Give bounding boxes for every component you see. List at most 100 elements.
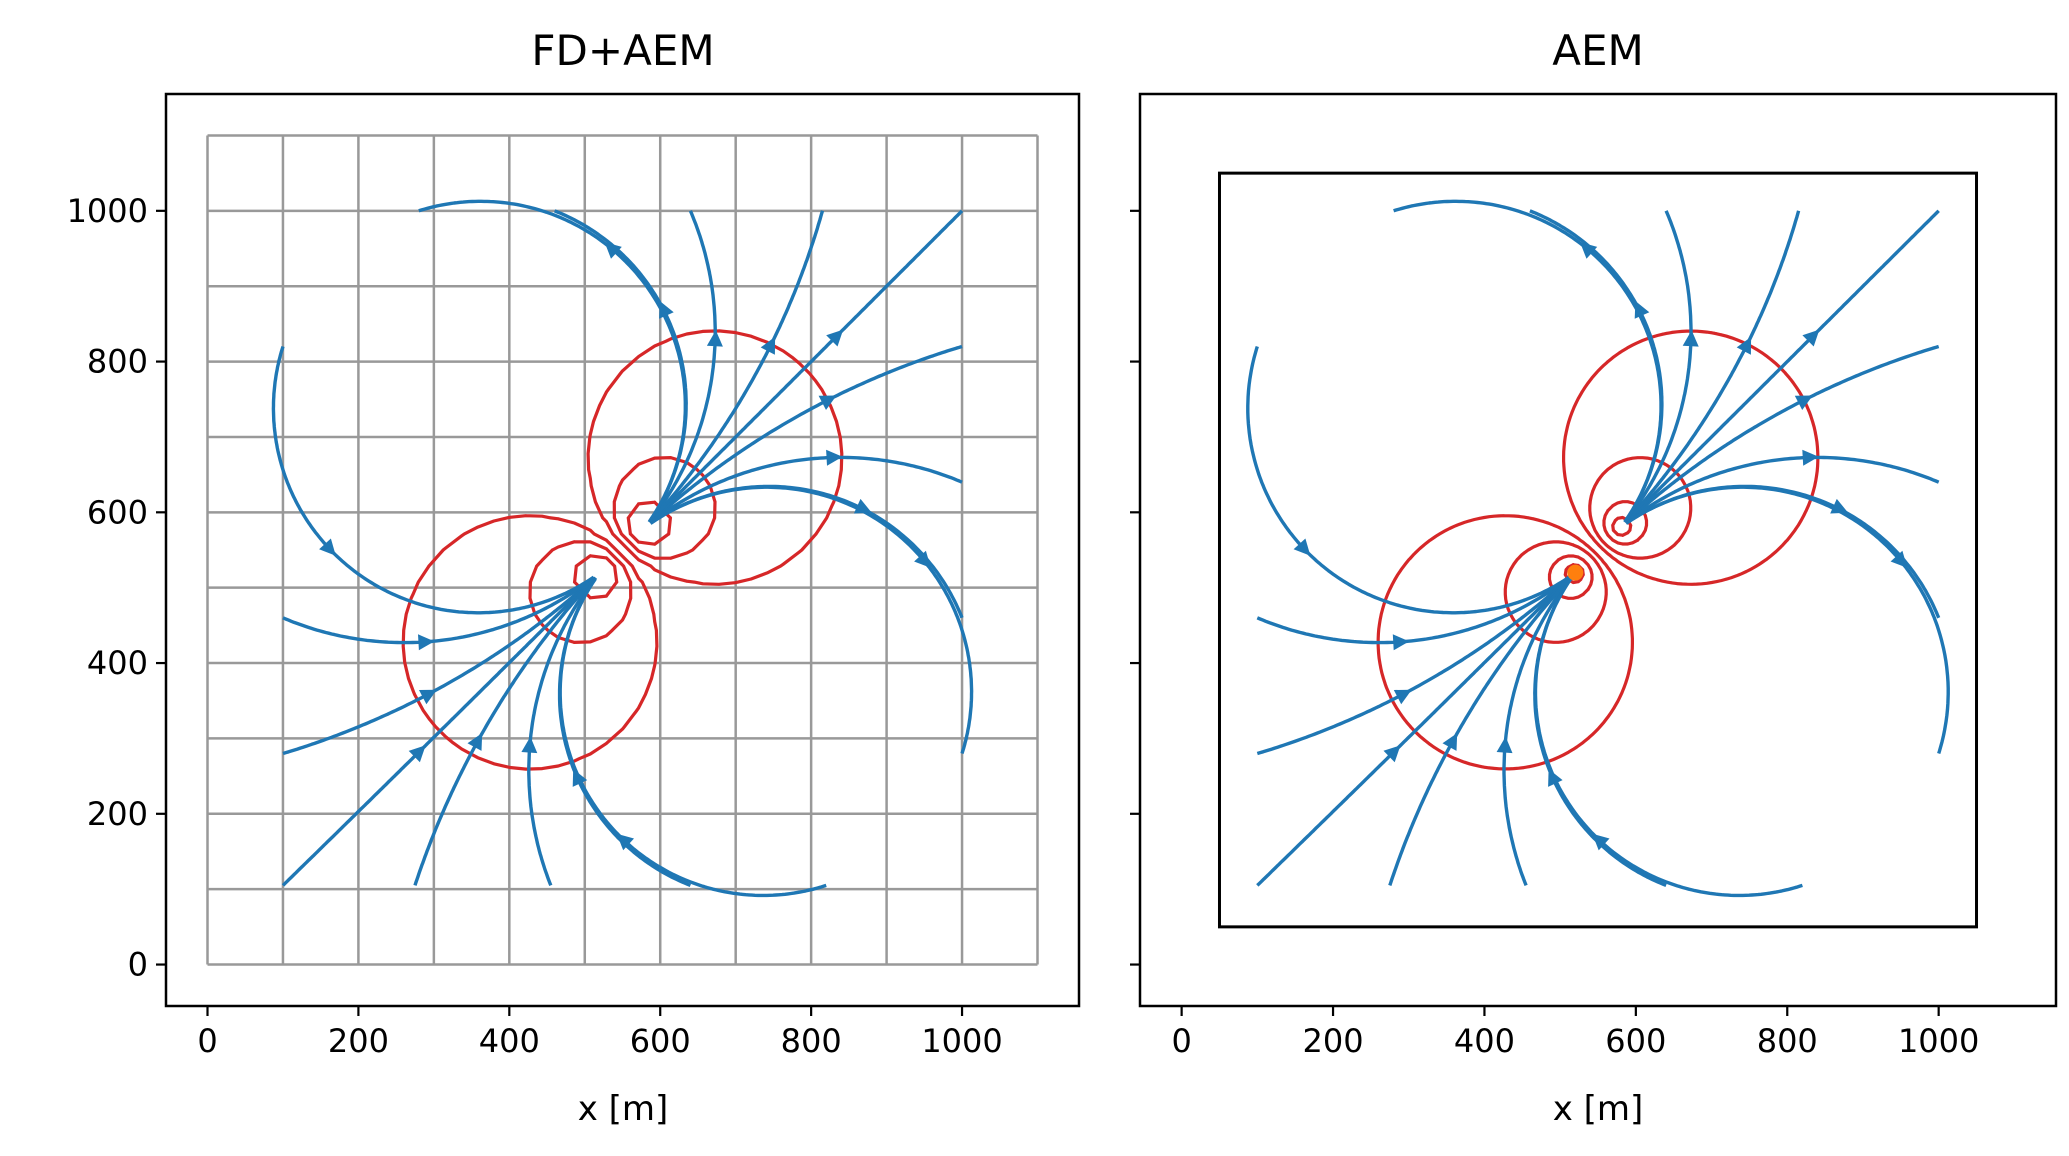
plot-area: 0 200 400 600 800 1000 0 200 400 600 800 1000: [67, 92, 1081, 1060]
axes-frame: [164, 92, 1081, 1008]
streamline: [413, 576, 597, 886]
y-tick-label: 0: [128, 946, 148, 984]
streamline-arrow: [1392, 634, 1410, 651]
streamline: [1256, 576, 1571, 887]
well-marker: [1567, 564, 1584, 581]
streamline: [650, 344, 963, 523]
streamline-arrow: [706, 330, 723, 347]
streamline: [1625, 455, 1940, 524]
streamline-arrow: [826, 329, 844, 347]
streamline-arrow: [521, 736, 538, 754]
streamline-arrow: [1592, 833, 1610, 851]
streamline: [648, 210, 717, 523]
streamline-arrow: [467, 733, 483, 751]
head-contour: [401, 514, 659, 771]
y-tick-label: 400: [87, 644, 148, 682]
streamline: [649, 209, 964, 524]
streamline: [1246, 345, 1571, 615]
streamline-arrow: [1736, 336, 1752, 355]
streamline-arrow: [616, 833, 634, 851]
streamline: [649, 455, 963, 524]
streamline-arrow: [1802, 329, 1820, 347]
streamline: [1624, 209, 1940, 524]
head-contour: [586, 329, 844, 586]
streamline-arrow: [604, 242, 622, 259]
streamline-arrow: [818, 395, 837, 410]
streamline-arrow: [1802, 449, 1819, 466]
streamline-arrow: [1794, 395, 1813, 410]
streamline-arrow: [914, 550, 931, 568]
head-contour: [626, 500, 672, 546]
streamline: [1256, 577, 1570, 756]
streamline: [1624, 210, 1801, 524]
x-axis-label: x [m]: [578, 1089, 669, 1129]
y-tick-label: 800: [87, 343, 148, 381]
streamline: [558, 577, 827, 898]
streamline: [281, 576, 596, 887]
panel-aem: AEM 0 200 400 600 800 1000 x [m]: [1130, 26, 2058, 1129]
x-tick-label: 0: [197, 1022, 217, 1060]
head-contour: [528, 540, 633, 644]
axes-frame: [1138, 92, 2058, 1008]
head-contour: [1376, 514, 1634, 771]
streamline: [282, 577, 595, 756]
streamline-arrow: [319, 538, 336, 556]
x-tick-label: 800: [781, 1022, 842, 1060]
streamline-arrow: [1682, 330, 1699, 347]
streamline: [1393, 199, 1663, 523]
streamline: [648, 210, 825, 524]
plot-area: 0 200 400 600 800 1000: [1130, 92, 2058, 1060]
streamline: [1626, 344, 1940, 523]
head-contour: [612, 456, 717, 560]
streamline-arrow: [1830, 498, 1849, 514]
streamline: [527, 576, 598, 887]
streamline: [1625, 484, 1941, 619]
x-tick-label: 1000: [921, 1022, 1002, 1060]
panel-fd-aem: FD+AEM 0 200 400 600 800 1000 0 200 400 600 800 100…: [67, 26, 1081, 1129]
model-boundary: [1217, 171, 1979, 929]
streamline-arrow: [1890, 550, 1908, 568]
x-tick-label: 600: [1605, 1022, 1666, 1060]
streamline-arrow: [1496, 736, 1513, 754]
x-tick-label: 200: [328, 1022, 389, 1060]
x-tick-label: 600: [630, 1022, 691, 1060]
streamline: [1388, 576, 1572, 886]
streamline-arrow: [826, 449, 843, 466]
streamline: [271, 345, 595, 615]
x-tick-label: 400: [479, 1022, 540, 1060]
streamline: [282, 576, 596, 645]
plot-content: [206, 134, 1039, 966]
streamline-arrow: [418, 634, 435, 651]
streamline: [1256, 576, 1571, 645]
streamline: [1533, 577, 1803, 898]
streamline: [1624, 210, 1693, 523]
streamline-arrow: [408, 745, 426, 763]
streamline: [1502, 576, 1573, 887]
y-tick-label: 200: [87, 795, 148, 833]
streamline-arrow: [419, 689, 437, 705]
streamline-arrow: [1393, 689, 1412, 705]
panel-title: FD+AEM: [531, 26, 714, 75]
streamline-arrow: [1383, 745, 1401, 763]
x-tick-label: 400: [1454, 1022, 1515, 1060]
x-axis-label: x [m]: [1553, 1089, 1644, 1129]
x-tick-label: 200: [1303, 1022, 1364, 1060]
streamline-arrow: [1442, 733, 1458, 751]
streamline-arrow: [1580, 242, 1598, 259]
streamline: [1625, 485, 1950, 755]
panel-title: AEM: [1552, 26, 1644, 75]
streamline-arrow: [760, 336, 776, 355]
x-tick-label: 1000: [1898, 1022, 1979, 1060]
y-tick-label: 600: [87, 493, 148, 531]
streamline-arrow: [1293, 538, 1311, 556]
streamline: [649, 484, 964, 619]
head-contour: [1588, 456, 1693, 560]
y-tick-label: 1000: [67, 192, 148, 230]
streamline-arrow: [853, 498, 872, 514]
x-tick-label: 800: [1757, 1022, 1818, 1060]
x-tick-label: 0: [1171, 1022, 1191, 1060]
streamline: [418, 199, 687, 523]
head-contour: [1562, 329, 1820, 586]
head-contour: [1503, 540, 1608, 644]
